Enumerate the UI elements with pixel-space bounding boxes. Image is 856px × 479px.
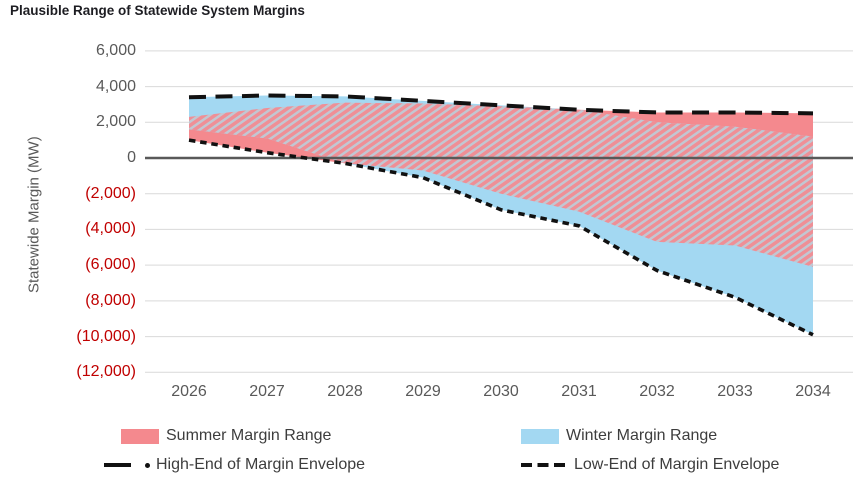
y-tick-label: 6,000 [95, 41, 136, 59]
overlap-hatched-area [189, 102, 813, 267]
long-dash-line-icon [104, 462, 156, 468]
y-tick-label: 2,000 [95, 113, 136, 131]
legend-label: High-End of Margin Envelope [156, 456, 366, 473]
x-tick-label: 2034 [795, 383, 831, 400]
x-tick-label: 2027 [249, 383, 285, 400]
x-tick-label: 2029 [405, 383, 441, 400]
high-end-envelope-line [188, 93, 814, 116]
y-tick-label: (6,000) [85, 256, 136, 274]
legend-item-low-end-envelope: Low-End of Margin Envelope [521, 456, 779, 474]
x-tick-label: 2028 [327, 383, 363, 400]
y-tick-label: 0 [127, 149, 136, 166]
summer-range-swatch-icon [121, 428, 159, 444]
legend-label: Winter Margin Range [566, 427, 718, 444]
chart-title: Plausible Range of Statewide System Marg… [10, 3, 305, 18]
x-tick-label: 2031 [561, 383, 597, 400]
x-tick-label: 2026 [171, 383, 207, 400]
legend-label: Low-End of Margin Envelope [574, 456, 780, 473]
y-tick-label: (2,000) [85, 184, 136, 202]
x-tick-label: 2033 [717, 383, 753, 400]
y-tick-label: (12,000) [76, 363, 136, 381]
x-tick-label: 2032 [639, 383, 675, 400]
legend-item-high-end-envelope: High-End of Margin Envelope [104, 456, 365, 474]
y-tick-label: (8,000) [85, 291, 136, 309]
y-tick-label: (10,000) [76, 327, 136, 345]
legend-item-summer-margin-range: Summer Margin Range [121, 427, 331, 445]
short-dash-line-icon [521, 463, 566, 467]
y-tick-label: (4,000) [85, 220, 136, 238]
low-end-envelope-line [188, 138, 814, 337]
legend-label: Summer Margin Range [166, 427, 332, 444]
winter-range-swatch-icon [521, 428, 559, 444]
y-tick-label: 4,000 [95, 77, 136, 95]
x-tick-label: 2030 [483, 383, 519, 400]
legend-item-winter-margin-range: Winter Margin Range [521, 427, 717, 445]
